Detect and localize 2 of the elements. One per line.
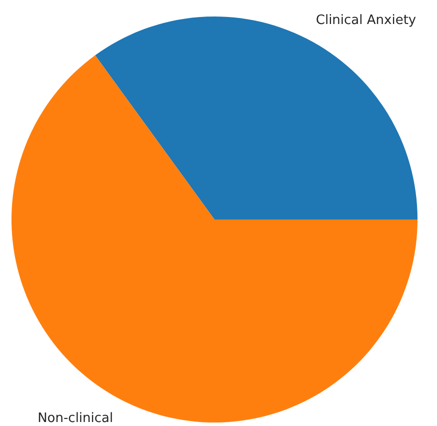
slice-label: Clinical Anxiety bbox=[316, 13, 416, 28]
slice-label: Non-clinical bbox=[38, 410, 114, 426]
